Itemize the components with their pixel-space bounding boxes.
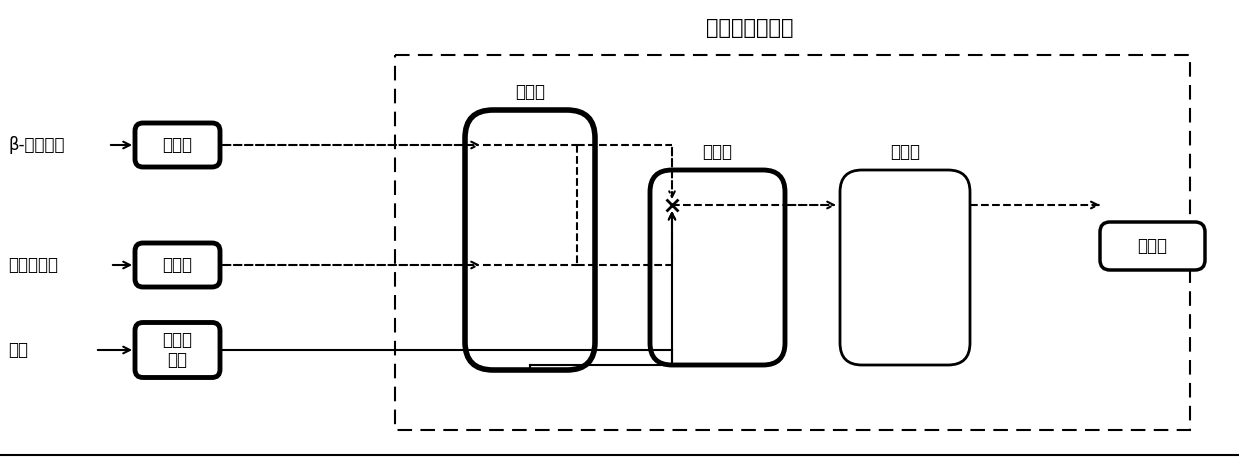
Text: 预热区: 预热区: [515, 83, 545, 101]
FancyBboxPatch shape: [135, 243, 221, 287]
FancyBboxPatch shape: [840, 170, 970, 365]
Text: 反应区: 反应区: [703, 143, 732, 161]
Text: 冷却区: 冷却区: [890, 143, 921, 161]
FancyBboxPatch shape: [465, 110, 595, 370]
Text: 计量泵: 计量泵: [162, 136, 192, 154]
FancyBboxPatch shape: [1100, 222, 1206, 270]
Text: 质量流
量计: 质量流 量计: [162, 331, 192, 369]
Text: 反应物: 反应物: [1137, 237, 1167, 255]
FancyBboxPatch shape: [135, 123, 221, 167]
Text: 氧气: 氧气: [7, 341, 28, 359]
FancyBboxPatch shape: [650, 170, 786, 365]
Text: β-异佛尔酮: β-异佛尔酮: [7, 136, 64, 154]
Text: 计量泵: 计量泵: [162, 256, 192, 274]
Text: 微通道反应系统: 微通道反应系统: [706, 18, 794, 38]
Text: 催化剂溶液: 催化剂溶液: [7, 256, 58, 274]
FancyBboxPatch shape: [135, 323, 221, 377]
